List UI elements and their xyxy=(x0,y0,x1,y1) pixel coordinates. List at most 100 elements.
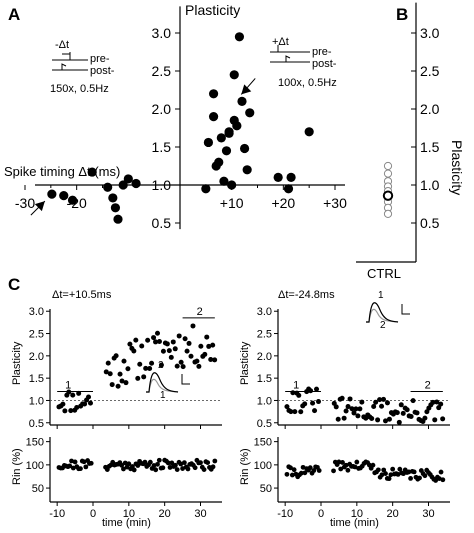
cr-rin-data-point xyxy=(311,468,317,473)
inset-pos-post-spike xyxy=(285,55,291,62)
cr-plast-data-point xyxy=(404,407,410,413)
cr-rin-data-point xyxy=(386,476,392,482)
cl-plast-data-point xyxy=(155,330,160,336)
cr-plast-y-tick-label: 1.0 xyxy=(257,395,272,407)
cl-plast-scale-bar xyxy=(181,374,190,385)
cr-plast-data-point xyxy=(302,401,308,407)
cl-rin-data-point xyxy=(167,465,173,470)
cr-plast-data-point xyxy=(353,406,359,412)
b-y-tick-label: 0.5 xyxy=(420,215,440,231)
a-data-point xyxy=(221,146,232,156)
a-data-point xyxy=(47,189,57,199)
inset-neg-delta: -Δt xyxy=(55,39,69,51)
b-ctrl-mean xyxy=(382,190,394,201)
a-data-point xyxy=(304,127,314,137)
cr-rin-y-tick-label: 50 xyxy=(260,483,272,495)
panel-c-left-title: Δt=+10.5ms xyxy=(52,289,112,301)
a-data-point xyxy=(214,157,224,167)
cl-plast-data-point xyxy=(180,364,186,370)
cr-plast-data-point xyxy=(400,410,406,416)
panel-c-right-title: Δt=-24.8ms xyxy=(278,289,335,301)
a-x-tick-label: +20 xyxy=(271,195,295,211)
cr-plast-data-point xyxy=(351,410,357,416)
cl-plast-data-point xyxy=(147,365,153,371)
cl-plast-data-point xyxy=(206,343,212,349)
cl-plast-data-point xyxy=(86,394,92,400)
a-data-point xyxy=(118,180,128,190)
cl-rin-data-point xyxy=(205,460,211,466)
cr-rin-data-point xyxy=(284,471,290,477)
inset-negative-timing: -Δt pre- post- 150x, 0.5Hz xyxy=(50,39,115,95)
cr-rin-data-point xyxy=(354,459,360,465)
cl-plast-data-point xyxy=(184,348,190,354)
a-data-point xyxy=(234,32,245,42)
cr-rin-data-point xyxy=(411,469,417,475)
inset-neg-post-spike xyxy=(61,63,67,70)
cl-rin-x-tick-label: -10 xyxy=(49,508,65,520)
a-data-point xyxy=(110,203,121,213)
cr-rin-data-point xyxy=(336,459,342,465)
cl-plast-data-point xyxy=(190,323,196,329)
b-y-tick-label: 1.5 xyxy=(420,139,440,155)
cr-plast-data-point xyxy=(335,416,341,422)
cr-plast-data-point xyxy=(434,399,440,405)
cl-plast-data-point xyxy=(141,374,147,380)
cl-plast-data-point xyxy=(87,400,93,406)
a-y-tick-label: 2.5 xyxy=(152,63,172,79)
a-data-point xyxy=(239,143,250,154)
cl-rin-data-point xyxy=(119,462,125,468)
cl-plast-data-point xyxy=(107,371,113,377)
cr-plast-data-point xyxy=(339,395,345,401)
cr-plast-data-point xyxy=(379,403,385,409)
cl-plast-data-point xyxy=(198,343,204,349)
cl-plast-data-point xyxy=(212,357,218,363)
cl-plast-data-point xyxy=(194,358,200,364)
cl-rin-y-tick-label: 50 xyxy=(32,483,44,495)
cr-plast-trace-black xyxy=(366,302,399,323)
cl-plast-data-point xyxy=(62,408,68,414)
b-ctrl-point xyxy=(383,209,393,218)
a-data-point xyxy=(237,96,247,106)
cl-rin-data-point xyxy=(173,462,178,468)
cl-plast-data-point xyxy=(204,334,210,340)
a-arrow-head xyxy=(34,201,45,212)
panel-b-control: 0.5 1.0 1.5 2.0 2.5 3.0 CTRL Plasticity xyxy=(356,2,465,281)
a-data-point xyxy=(242,165,252,175)
inset-neg-post-label: post- xyxy=(90,65,115,77)
cr-plast-y-tick-label: 1.5 xyxy=(257,373,272,385)
b-ctrl-point xyxy=(383,161,393,171)
cr-plast-data-point xyxy=(288,409,294,415)
a-data-point xyxy=(208,89,219,99)
cl-plast-data-point xyxy=(68,408,74,414)
cr-plast-period-1-label: 1 xyxy=(293,380,299,392)
cr-plast-data-point xyxy=(359,399,365,405)
panel-label-c: C xyxy=(8,275,20,294)
cr-plast-data-point xyxy=(430,399,436,405)
cr-rin-y-tick-label: 100 xyxy=(254,460,272,472)
cr-plast-data-point xyxy=(308,388,314,394)
cr-plast-data-point xyxy=(341,415,347,421)
cl-rin-data-point xyxy=(212,458,218,464)
a-y-tick-label: 1.5 xyxy=(152,139,172,155)
cr-plast-data-point xyxy=(386,416,392,422)
cl-rin-data-point xyxy=(131,467,137,473)
a-data-point xyxy=(113,214,123,224)
cr-plast-data-point xyxy=(345,404,351,410)
cr-plast-data-point xyxy=(422,415,428,421)
cl-rin-data-point xyxy=(142,459,148,465)
cr-plast-data-point xyxy=(298,409,304,415)
cl-plast-y-tick-label: 1.5 xyxy=(29,373,44,385)
cl-plast-y-tick-label: 1.0 xyxy=(29,395,44,407)
cr-plast-period-2-label: 2 xyxy=(425,380,431,392)
a-data-point xyxy=(232,121,242,131)
inset-pos-delta: +Δt xyxy=(272,36,289,48)
cr-rin-data-point xyxy=(316,468,322,473)
cr-plast-trace-label-a: 1 xyxy=(378,290,384,301)
panel-a-xlabel: Spike timing Δt (ms) xyxy=(4,164,120,179)
cl-plast-y-tick-label: 2.0 xyxy=(29,351,44,363)
cr-plast-data-point xyxy=(349,406,355,412)
cr-plast-data-point xyxy=(315,399,321,405)
cl-plast-data-point xyxy=(135,375,141,381)
cl-rin-data-point xyxy=(169,460,175,466)
cl-plast-data-point xyxy=(182,336,188,342)
